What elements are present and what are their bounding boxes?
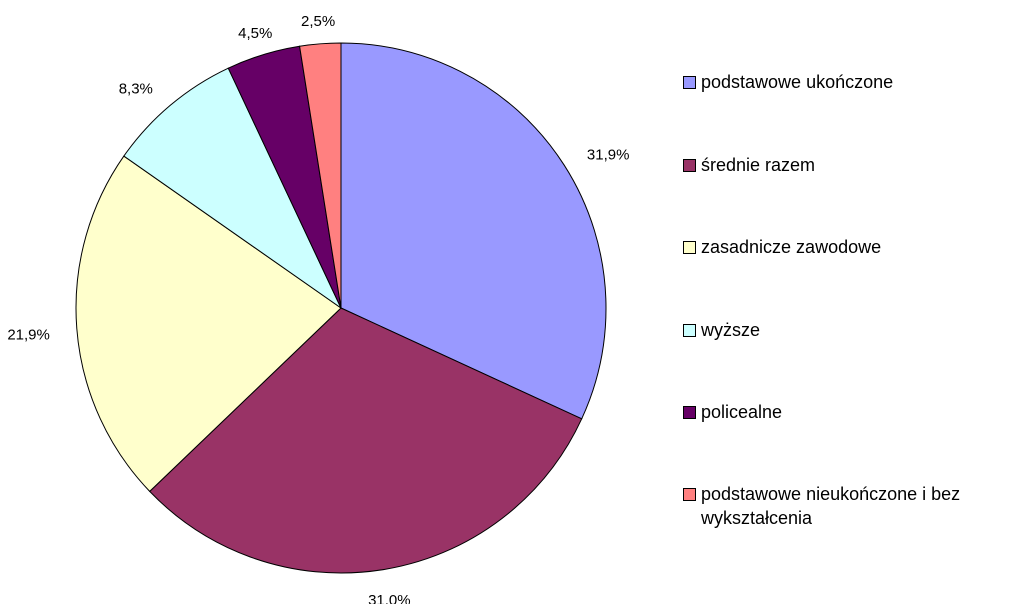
data-label: 8,3%	[119, 81, 153, 98]
pie-slice	[123, 67, 343, 310]
legend-swatch	[683, 406, 696, 419]
legend-swatch	[683, 324, 696, 337]
legend-item: średnie razem	[683, 153, 1023, 177]
legend-label: zasadnicze zawodowe	[701, 237, 882, 257]
legend-swatch	[683, 159, 696, 172]
data-label: 31,0%	[368, 592, 411, 604]
legend-item: policealne	[683, 400, 1023, 424]
data-label: 21,9%	[7, 326, 50, 343]
pie-slice	[299, 42, 342, 309]
legend-label: podstawowe ukończone	[701, 72, 894, 92]
legend-item: zasadnicze zawodowe	[683, 235, 1023, 259]
data-label: 4,5%	[238, 25, 272, 42]
data-label: 31,9%	[587, 146, 630, 163]
legend-item: wyższe	[683, 318, 1023, 342]
pie-slice	[340, 42, 607, 420]
legend-label: wyższe	[701, 320, 761, 340]
legend-label: podstawowe nieukończone i bez wykształce…	[701, 484, 961, 528]
data-label: 2,5%	[301, 13, 335, 30]
pie-slice	[148, 307, 583, 574]
legend-swatch	[683, 488, 696, 501]
legend-swatch	[683, 76, 696, 89]
legend-item: podstawowe ukończone	[683, 70, 1023, 94]
legend-item: podstawowe nieukończone i bez wykształce…	[683, 482, 1023, 530]
legend-label: policealne	[701, 402, 783, 422]
legend-label: średnie razem	[701, 155, 816, 175]
legend-swatch	[683, 241, 696, 254]
pie-slice	[75, 155, 342, 493]
